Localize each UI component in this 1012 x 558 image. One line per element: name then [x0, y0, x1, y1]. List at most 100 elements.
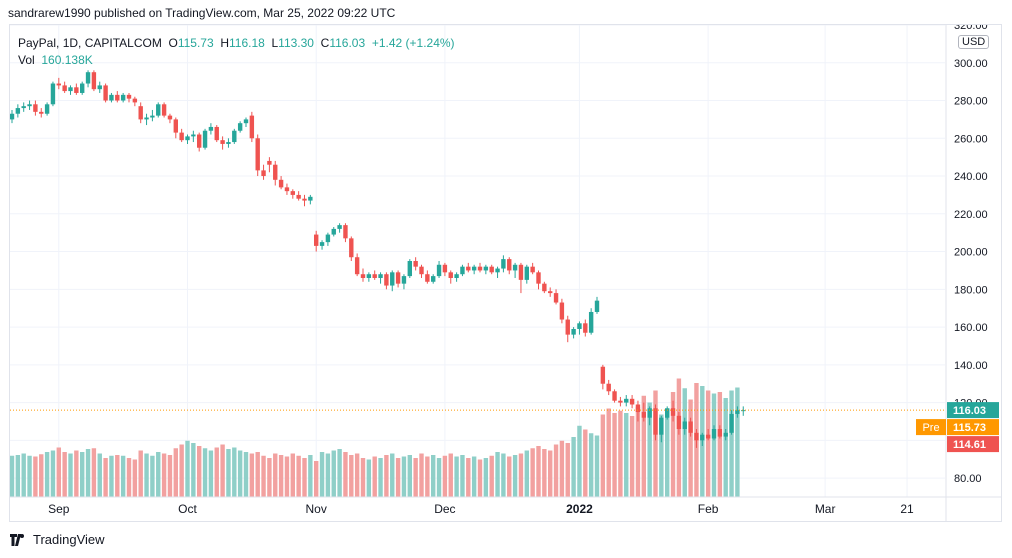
candle-body [483, 266, 489, 271]
candle-body [337, 225, 342, 229]
volume-bar [349, 455, 354, 497]
candle-body [606, 383, 611, 392]
candle [583, 319, 588, 337]
candle [600, 364, 606, 390]
candle-body [501, 259, 506, 269]
candle-body [97, 85, 102, 90]
currency-badge[interactable]: USD [958, 35, 990, 49]
candle-body [161, 104, 167, 116]
volume-bar [419, 453, 424, 497]
candle [325, 232, 331, 246]
candle-body [115, 94, 120, 101]
candle-body [588, 311, 594, 333]
volume-bar [588, 433, 594, 497]
candle [261, 164, 266, 180]
volume-bar [255, 452, 260, 497]
candle [208, 123, 214, 135]
candle [419, 264, 424, 278]
price-tag-box [947, 436, 999, 453]
time-tick-label: Mar [815, 502, 836, 516]
candle [372, 270, 377, 280]
candle-body [39, 111, 44, 114]
price-tick-label: 260.00 [954, 133, 988, 145]
candle [360, 268, 366, 282]
candle-body [600, 366, 606, 384]
volume-bar [618, 410, 623, 497]
candle-body [10, 113, 15, 120]
candle [319, 240, 325, 250]
candle-body [290, 191, 295, 195]
candle-body [179, 132, 184, 141]
candle-body [466, 266, 471, 271]
volume-bar [425, 456, 430, 497]
candle-body [191, 134, 196, 137]
candle-body [454, 274, 459, 278]
price-tick-label: 300.00 [954, 58, 988, 70]
volume-bar [542, 449, 547, 497]
time-axis[interactable]: Sep Oct Nov Dec 2022 Feb Mar 21 [10, 496, 1002, 516]
candle [723, 429, 728, 441]
candle [735, 406, 740, 418]
volume-bar [91, 448, 97, 497]
pre-badge-label: Pre [922, 422, 939, 434]
volume-bar [395, 458, 401, 497]
candle [425, 270, 430, 284]
price-tags: 116.03 Pre 115.73 114.61 [10, 402, 999, 453]
candle [308, 194, 313, 205]
volume-label: Vol [18, 53, 35, 67]
candle [624, 395, 629, 407]
candle [460, 264, 465, 277]
volume-bar [571, 437, 576, 497]
volume-bar [659, 414, 664, 497]
open-label: O [168, 36, 178, 50]
publish-info: sandrarew1990 published on TradingView.c… [8, 6, 396, 20]
candle-body [56, 83, 61, 86]
candle-body [103, 85, 108, 101]
volume-bar [548, 450, 553, 497]
volume-bar [179, 444, 184, 497]
volume-bar [641, 395, 646, 497]
candle-body [167, 115, 173, 120]
candle [665, 406, 670, 420]
volume-bar [717, 392, 723, 497]
footer-brand[interactable]: TradingView [10, 532, 105, 547]
volume-bar [33, 456, 38, 497]
close-value: 116.03 [329, 36, 366, 50]
candle [629, 395, 635, 409]
volume-bar [138, 450, 143, 497]
candle-body [431, 276, 436, 282]
volume-bar [319, 452, 325, 497]
volume-bar [243, 452, 249, 497]
candle [612, 389, 617, 403]
candle [314, 230, 319, 252]
candle [62, 81, 67, 93]
candle-body [366, 274, 372, 278]
price-chart[interactable]: 80.00100.00120.00140.00160.00180.00200.0… [10, 25, 1002, 521]
candle-body [372, 274, 377, 278]
candle-body [471, 266, 477, 271]
candle [284, 183, 290, 195]
candle [220, 136, 225, 150]
volume-bar [688, 399, 693, 497]
candle-body [700, 434, 705, 441]
time-tick-label: Dec [434, 502, 455, 516]
pre-badge [916, 419, 946, 436]
candle-body [91, 72, 97, 90]
volume-bar [62, 452, 67, 497]
candle [156, 102, 161, 118]
candle [571, 327, 576, 339]
candle-body [21, 106, 26, 109]
candle-body [15, 108, 21, 114]
candle-body [735, 410, 740, 414]
candle-body [670, 408, 676, 416]
candle-body [419, 266, 424, 275]
candle [343, 223, 348, 243]
volume-value: 160.138K [41, 53, 93, 67]
candle-body [559, 302, 565, 320]
candle [349, 236, 354, 261]
candle [255, 134, 260, 177]
low-value: 113.30 [278, 36, 314, 50]
candle [296, 191, 301, 201]
symbol-label[interactable]: PayPal, 1D, CAPITALCOM [18, 36, 162, 50]
candle-body [436, 264, 442, 277]
